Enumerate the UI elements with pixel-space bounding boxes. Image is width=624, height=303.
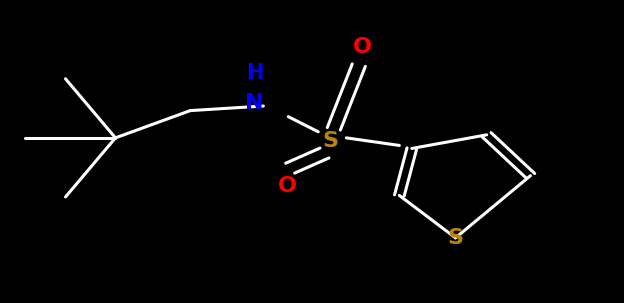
Text: S: S	[323, 131, 339, 151]
Text: O: O	[353, 37, 371, 57]
Text: S: S	[447, 228, 464, 248]
Text: H: H	[246, 63, 263, 83]
Text: O: O	[278, 176, 296, 196]
Text: N: N	[245, 93, 264, 113]
